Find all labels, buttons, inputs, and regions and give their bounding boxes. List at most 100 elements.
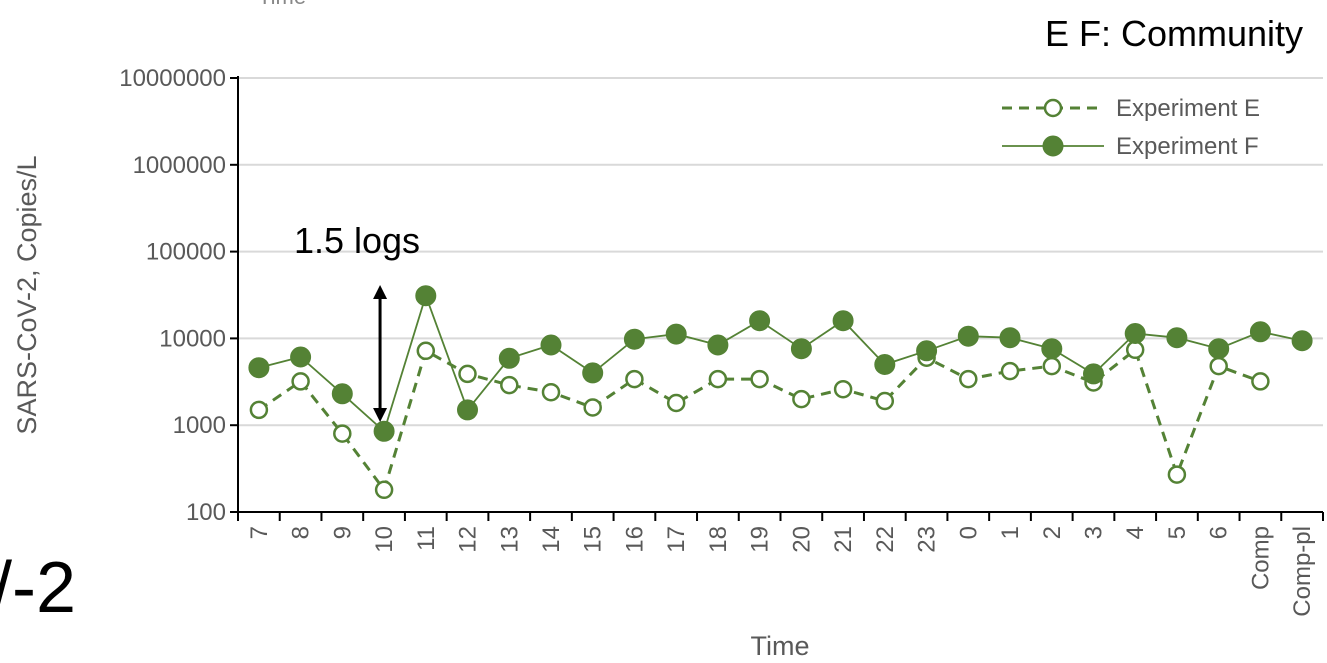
data-point-filled bbox=[1124, 323, 1146, 344]
data-point-open bbox=[374, 480, 394, 500]
x-tick-label: 6 bbox=[1206, 526, 1233, 539]
annotation-arrow-head-up bbox=[373, 285, 388, 299]
y-tick-label: 10000000 bbox=[119, 65, 226, 92]
data-point-open bbox=[291, 372, 310, 391]
y-tick-label: 1000000 bbox=[133, 152, 226, 179]
annotation-label: 1.5 logs bbox=[294, 220, 420, 261]
x-tick-label: 13 bbox=[496, 526, 523, 553]
data-point-filled bbox=[623, 328, 645, 350]
series-line-2 bbox=[258, 292, 1303, 433]
x-tick-label: 20 bbox=[788, 526, 815, 553]
x-tick-label: 2 bbox=[1039, 526, 1066, 539]
data-point-open bbox=[666, 393, 686, 413]
data-point-open bbox=[875, 391, 895, 411]
x-tick-label: 5 bbox=[1164, 526, 1191, 539]
data-point-filled bbox=[832, 310, 854, 332]
axes bbox=[230, 76, 1324, 521]
data-point-filled bbox=[916, 340, 938, 362]
x-tick-label: 9 bbox=[329, 526, 356, 539]
series-lines bbox=[258, 292, 1303, 494]
data-point-open bbox=[625, 369, 644, 389]
data-point-open bbox=[500, 375, 519, 395]
log-difference-annotation bbox=[373, 285, 388, 422]
y-tick-label: 1000 bbox=[173, 412, 226, 439]
data-point-filled bbox=[1291, 330, 1313, 352]
y-tick-label: 100000 bbox=[146, 239, 226, 266]
data-point-open bbox=[333, 424, 352, 443]
x-tick-label: Comp bbox=[1247, 526, 1274, 590]
data-point-open bbox=[708, 369, 728, 389]
data-point-filled bbox=[1041, 338, 1063, 360]
x-tick-label: 7 bbox=[246, 526, 273, 539]
x-tick-label: 1 bbox=[997, 526, 1024, 539]
x-axis-title: Time bbox=[751, 631, 810, 661]
legend-label: Experiment E bbox=[1116, 95, 1260, 122]
data-point-open bbox=[458, 364, 477, 384]
x-tick-label: 19 bbox=[747, 526, 774, 553]
x-tick-label: 0 bbox=[955, 526, 982, 539]
background-fragment: /-2 bbox=[0, 548, 76, 628]
data-point-open bbox=[792, 389, 811, 409]
data-point-filled bbox=[1249, 321, 1271, 343]
x-tick-label: 8 bbox=[288, 526, 315, 539]
data-point-filled bbox=[790, 338, 812, 360]
x-tick-label: 21 bbox=[830, 526, 857, 553]
data-point-filled bbox=[290, 346, 312, 368]
x-tick-label: 16 bbox=[621, 526, 648, 553]
x-tick-label: 15 bbox=[580, 526, 607, 553]
panel-label: E F: Community bbox=[1045, 13, 1303, 54]
legend-label: Experiment F bbox=[1116, 133, 1259, 160]
x-tick-label: 18 bbox=[705, 526, 732, 553]
data-point-open bbox=[750, 369, 769, 389]
data-point-open bbox=[416, 341, 436, 361]
data-point-filled bbox=[248, 357, 270, 379]
data-point-open bbox=[1000, 361, 1020, 381]
y-axis-title: SARS-CoV-2, Copies/L bbox=[12, 155, 42, 434]
x-tick-label: 22 bbox=[872, 526, 899, 553]
data-point-filled bbox=[957, 325, 979, 347]
y-tick-labels: 100 1000 10000 100000 1000000 10000000 bbox=[119, 65, 226, 526]
y-tick-label: 100 bbox=[186, 499, 226, 526]
data-point-open bbox=[583, 398, 602, 417]
data-point-open bbox=[541, 382, 561, 402]
data-point-filled bbox=[373, 420, 395, 442]
data-point-open bbox=[1042, 356, 1062, 376]
data-point-filled bbox=[874, 354, 896, 375]
legend: Experiment E Experiment F bbox=[1002, 95, 1260, 160]
data-point-filled bbox=[1083, 363, 1104, 385]
data-point-open bbox=[833, 379, 853, 399]
data-point-filled bbox=[1208, 338, 1230, 360]
top-fragment: Time bbox=[258, 0, 306, 9]
x-tick-label: 3 bbox=[1080, 526, 1107, 539]
series-points bbox=[248, 285, 1313, 500]
data-point-filled bbox=[582, 362, 604, 384]
x-tick-labels: 7 8 9 10 11 12 13 14 15 16 17 18 19 20 21 22 23 0 1 2 3 4 5 6 Co… bbox=[246, 526, 1316, 617]
data-point-open bbox=[959, 369, 978, 389]
data-point-filled bbox=[707, 334, 729, 356]
x-tick-label: 14 bbox=[538, 526, 565, 553]
data-point-open bbox=[1125, 340, 1145, 360]
data-point-filled bbox=[331, 383, 353, 405]
data-point-filled bbox=[457, 399, 478, 421]
x-tick-label: 17 bbox=[663, 526, 690, 553]
data-point-filled bbox=[415, 285, 437, 307]
data-point-open bbox=[1209, 356, 1228, 376]
data-point-open bbox=[1167, 465, 1187, 484]
data-point-open bbox=[249, 400, 269, 420]
data-point-filled bbox=[1166, 327, 1188, 349]
legend-marker bbox=[1043, 98, 1063, 118]
data-point-filled bbox=[665, 323, 687, 345]
y-tick-label: 10000 bbox=[159, 325, 226, 352]
data-point-filled bbox=[540, 334, 562, 356]
x-tick-label: Comp-pl bbox=[1289, 526, 1316, 617]
x-tick-label: 4 bbox=[1122, 526, 1149, 539]
x-tick-label: 12 bbox=[455, 526, 482, 553]
data-point-filled bbox=[999, 327, 1021, 349]
x-tick-label: 11 bbox=[413, 526, 440, 551]
data-point-open bbox=[1251, 372, 1270, 391]
data-point-filled bbox=[498, 347, 520, 369]
x-tick-label: 23 bbox=[914, 526, 941, 553]
legend-marker bbox=[1042, 135, 1064, 157]
annotation-arrow-head-down bbox=[373, 408, 388, 422]
